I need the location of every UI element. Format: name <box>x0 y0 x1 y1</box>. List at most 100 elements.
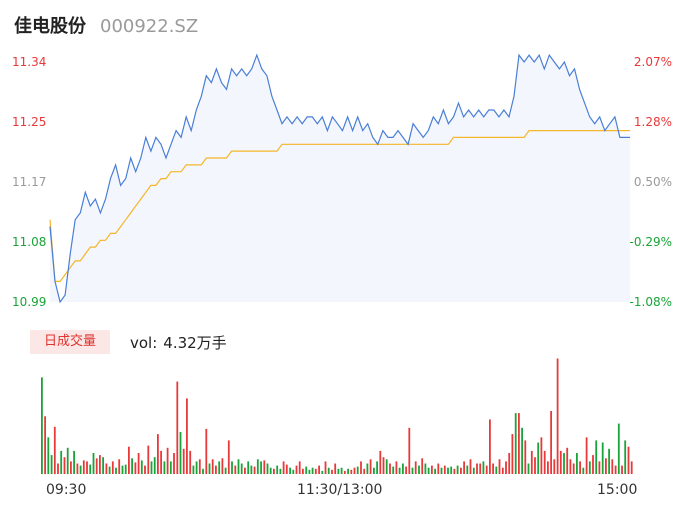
volume-bar <box>73 450 75 474</box>
volume-bar <box>621 465 623 474</box>
volume-bar <box>495 466 498 474</box>
volume-bar <box>514 413 517 474</box>
volume-bar <box>285 464 288 474</box>
volume-bar <box>308 469 311 474</box>
percent-tick-label: -0.29% <box>629 235 672 249</box>
volume-bar <box>456 465 459 474</box>
volume-bar <box>585 437 588 475</box>
volume-bar <box>57 463 59 474</box>
volume-bar <box>482 461 485 474</box>
volume-bar <box>369 459 372 474</box>
volume-bar <box>124 464 127 474</box>
volume-bar <box>411 467 414 474</box>
volume-bar <box>253 466 256 474</box>
volume-bar <box>469 459 472 474</box>
volume-bar <box>405 466 407 474</box>
volume-bar <box>260 461 262 474</box>
volume-bar <box>463 461 465 474</box>
volume-bar <box>366 463 369 474</box>
volume-bar <box>95 458 98 475</box>
volume-bar <box>556 358 559 474</box>
volume-bar <box>182 448 185 474</box>
volume-bar <box>318 465 320 474</box>
volume-bar <box>205 428 208 474</box>
volume-bar <box>273 468 275 475</box>
volume-bar <box>511 434 514 474</box>
volume-bar <box>44 416 46 475</box>
volume-bar <box>472 467 475 474</box>
volume-bar <box>340 467 343 474</box>
volume-bar <box>208 463 211 474</box>
volume-bar <box>234 465 237 474</box>
volume-bar <box>160 450 162 474</box>
volume-bar <box>453 468 456 475</box>
volume-bar <box>489 419 491 474</box>
volume-bar <box>505 461 507 474</box>
volume-bar <box>498 459 501 474</box>
volume-bar <box>360 461 362 474</box>
volume-bar <box>601 442 604 474</box>
daily-volume-badge[interactable]: 日成交量 <box>30 330 110 354</box>
volume-bar <box>53 426 56 475</box>
volume-bar <box>385 459 388 474</box>
volume-bar <box>440 467 443 474</box>
volume-bar <box>540 437 543 475</box>
volume-bar <box>434 468 436 475</box>
volume-bar <box>588 461 591 474</box>
volume-bar <box>266 463 269 474</box>
volume-bar <box>356 466 359 474</box>
percent-tick-label: 0.50% <box>633 175 672 189</box>
volume-bar <box>250 465 253 474</box>
volume-bar <box>534 457 536 474</box>
volume-bar <box>128 446 130 474</box>
volume-bar <box>282 461 285 474</box>
volume-bar <box>379 450 382 474</box>
volume-bar <box>524 440 527 474</box>
stock-name: 佳电股份 <box>14 16 86 37</box>
volume-bar <box>211 459 214 474</box>
price-tick-label: 11.34 <box>12 55 47 69</box>
volume-bar <box>134 462 137 474</box>
volume-bar <box>392 466 395 474</box>
volume-bar <box>617 423 620 474</box>
volume-bar <box>427 467 430 474</box>
volume-bar <box>518 413 520 474</box>
volume-bar <box>76 463 79 474</box>
volume-bar <box>614 465 617 474</box>
volume-bar <box>176 381 179 474</box>
volume-bar <box>131 458 133 475</box>
volume-bar <box>443 465 446 474</box>
volume-bar <box>92 453 95 474</box>
volume-bar <box>311 467 314 474</box>
volume-bar <box>630 461 633 474</box>
volume-bar <box>221 458 224 475</box>
volume-bar <box>102 457 104 474</box>
volume-bar <box>140 460 143 475</box>
volume-label: vol: <box>130 334 158 352</box>
volume-bar <box>153 457 156 474</box>
price-tick-label: 11.25 <box>12 115 47 129</box>
volume-bar <box>279 468 282 475</box>
volume-bar <box>424 463 427 474</box>
volume-bar <box>227 440 230 474</box>
volume-bar <box>347 468 349 475</box>
volume-bar <box>169 461 172 474</box>
volume-bar <box>576 453 578 474</box>
percent-tick-label: 2.07% <box>633 55 672 69</box>
volume-bar <box>192 465 195 474</box>
volume-readout: vol: 4.32万手 <box>130 332 233 353</box>
volume-bar <box>559 450 562 474</box>
volume-bar <box>421 458 424 475</box>
volume-bar <box>624 440 627 474</box>
volume-bar <box>450 466 453 474</box>
volume-bar <box>298 461 301 474</box>
volume-bar <box>202 468 204 475</box>
volume-bar <box>89 464 92 474</box>
volume-bar <box>398 467 401 474</box>
volume-bar <box>115 467 117 474</box>
volume-bar <box>247 461 250 474</box>
volume-bar <box>447 467 449 474</box>
volume-bar <box>179 432 182 474</box>
volume-bar <box>244 467 246 474</box>
volume-bar <box>579 461 581 474</box>
